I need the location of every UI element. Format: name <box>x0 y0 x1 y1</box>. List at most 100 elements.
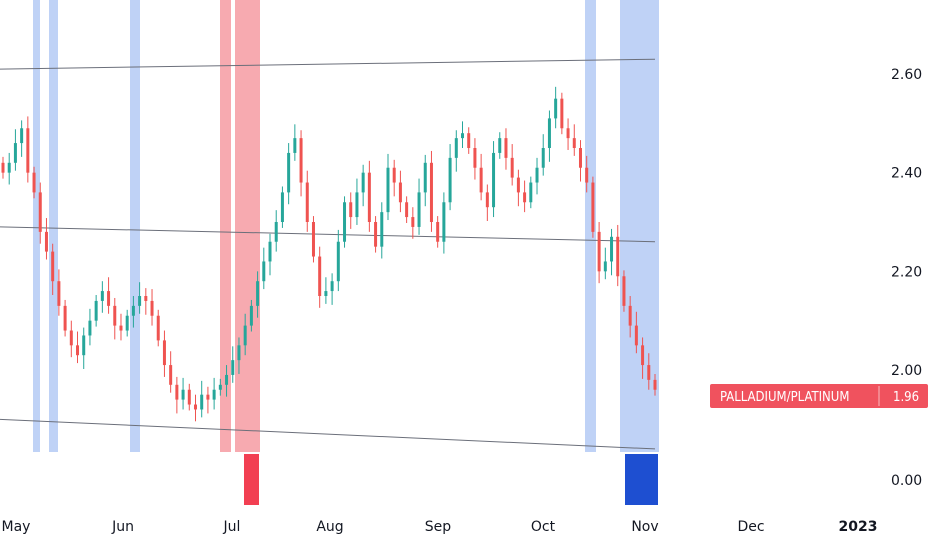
candle-body <box>311 222 315 257</box>
price-axis[interactable]: 2.60 2.40 2.20 2.00 0.00 <box>891 67 922 489</box>
candle-body <box>200 394 204 410</box>
candle-body <box>355 192 359 218</box>
candle-body <box>454 138 458 158</box>
last-price-badge-bg <box>710 384 928 408</box>
candle-body <box>76 345 80 356</box>
lower-pane-bar-blue <box>625 454 658 505</box>
candle-body <box>647 365 651 380</box>
candle-body <box>498 138 502 153</box>
candle-body <box>529 182 533 203</box>
highlight-band-blue <box>49 0 58 452</box>
candle-body <box>473 148 477 168</box>
candle-body <box>405 202 409 218</box>
candle-body <box>57 281 61 306</box>
x-tick-label: Jun <box>111 519 134 535</box>
highlight-band-blue <box>130 0 140 452</box>
candle-body <box>218 384 222 390</box>
x-tick-label: Aug <box>316 519 343 535</box>
y-tick-label: 2.00 <box>891 363 922 379</box>
candle-body <box>26 128 30 173</box>
candle-body <box>237 345 241 361</box>
candle-body <box>597 231 601 272</box>
candle-body <box>299 138 303 183</box>
last-price-value: 1.96 <box>893 390 919 405</box>
candle-body <box>516 177 520 193</box>
candle-body <box>107 291 111 306</box>
candle-body <box>243 325 247 346</box>
candle-body <box>162 340 166 366</box>
candle-body <box>560 98 564 129</box>
candle-body <box>268 241 272 262</box>
candle-body <box>535 167 539 183</box>
channel-line-upper <box>0 58 656 70</box>
candle-body <box>131 305 135 316</box>
x-tick-label: Nov <box>631 519 658 535</box>
candle-body <box>169 365 173 385</box>
candle-body <box>349 202 353 218</box>
candle-body <box>479 167 483 193</box>
x-tick-label: Jul <box>223 519 241 535</box>
lower-pane-bar-red <box>244 454 259 505</box>
candle-body <box>225 374 229 385</box>
candle-body <box>193 404 197 410</box>
candle-body <box>144 296 148 301</box>
channel-line-lower <box>0 418 656 450</box>
candle-body <box>318 256 322 296</box>
x-tick-label: May <box>2 519 31 535</box>
candle-body <box>523 192 527 203</box>
candle-body <box>13 143 17 163</box>
candle-body <box>634 325 638 346</box>
candle-body <box>305 182 309 222</box>
candle-body <box>610 236 614 262</box>
x-tick-label: Oct <box>531 519 556 535</box>
candle-body <box>125 315 129 331</box>
y-tick-label: 2.60 <box>891 67 922 83</box>
channel-line-middle <box>0 226 656 243</box>
candle-body <box>554 98 558 119</box>
candle-body <box>541 148 545 168</box>
candle-body <box>367 172 371 222</box>
candle-body <box>429 162 433 222</box>
candle-body <box>63 305 67 331</box>
candle-body <box>336 241 340 282</box>
x-tick-label: Dec <box>737 519 764 535</box>
candle-body <box>591 182 595 232</box>
candle-body <box>69 330 73 346</box>
candle-body <box>492 152 496 208</box>
candle-body <box>156 315 160 341</box>
candle-body <box>262 261 266 282</box>
channel-lines <box>0 58 656 450</box>
x-tick-label: 2023 <box>839 519 878 535</box>
candle-body <box>20 128 24 144</box>
candle-body <box>256 281 260 306</box>
candle-body <box>212 389 216 400</box>
candle-body <box>616 236 620 277</box>
highlight-band-red <box>235 0 260 452</box>
candle-body <box>572 138 576 148</box>
candle-body <box>287 152 291 193</box>
candle-body <box>641 345 645 366</box>
highlight-bands <box>33 0 659 452</box>
candle-body <box>175 384 179 400</box>
candle-body <box>32 172 36 193</box>
candle-body <box>436 222 440 242</box>
candle-body <box>411 217 415 227</box>
candle-body <box>187 389 191 405</box>
candle-body <box>100 291 104 301</box>
candle-body <box>423 162 427 193</box>
candle-body <box>181 389 185 400</box>
time-axis[interactable]: May Jun Jul Aug Sep Oct Nov Dec 2023 <box>2 519 878 535</box>
candle-body <box>82 335 86 356</box>
highlight-band-blue <box>620 0 659 452</box>
candle-body <box>374 222 378 247</box>
candle-body <box>280 192 284 222</box>
candle-body <box>231 360 235 375</box>
last-price-symbol: PALLADIUM/PLATINUM <box>720 390 849 405</box>
candle-body <box>461 133 465 139</box>
candle-body <box>293 138 297 153</box>
candle-body <box>547 118 551 148</box>
candle-body <box>386 167 390 213</box>
candle-body <box>448 157 452 203</box>
candle-body <box>330 281 334 292</box>
